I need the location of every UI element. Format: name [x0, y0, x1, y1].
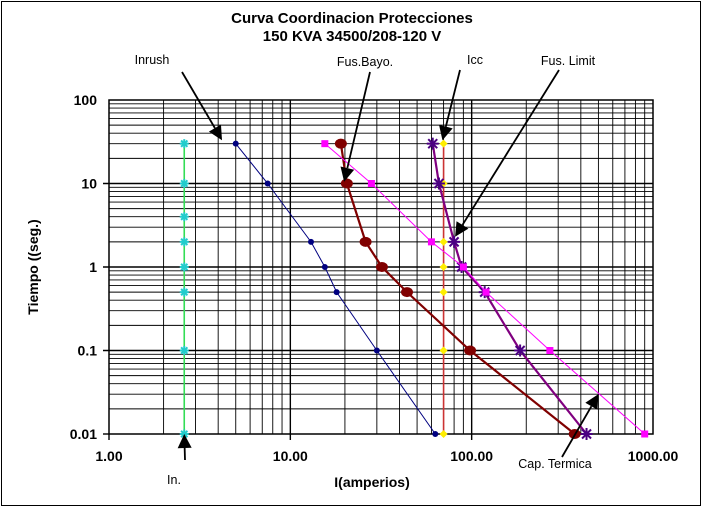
point-fus_limit: [514, 344, 527, 357]
point-icc: [439, 430, 448, 438]
point-inrush: [264, 180, 271, 187]
x-axis-label: I(amperios): [334, 474, 409, 490]
point-fus_limit: [580, 428, 593, 440]
arrow-3: [455, 69, 560, 237]
annotation-cap-termica: Cap. Termica: [518, 457, 591, 471]
arrow-head: [439, 124, 453, 141]
x-tick-label: 100.00: [450, 448, 493, 464]
point-inrush: [333, 289, 340, 296]
arrow-head: [340, 166, 355, 182]
x-tick-label: 1.00: [95, 448, 122, 464]
point-fus_bayo: [340, 178, 353, 189]
y-tick-labels: 100 10 1 0.1 0.01: [70, 92, 97, 442]
arrow-2: [439, 69, 461, 141]
series-group: [179, 137, 649, 440]
y-tick-label: 0.1: [78, 343, 98, 359]
chart-subtitle: 150 KVA 34500/208-120 V: [263, 28, 441, 45]
annotation-icc: Icc: [467, 53, 483, 67]
marker-stroke: [180, 346, 189, 355]
marker-stroke: [180, 139, 189, 148]
point-fus_bayo: [401, 287, 414, 298]
marker-stroke: [180, 179, 189, 188]
marker-stroke: [180, 212, 189, 221]
marker-stroke: [180, 263, 189, 271]
series-inrush: [232, 140, 439, 437]
point-cap_termica: [367, 180, 375, 187]
marker-stroke: [180, 238, 189, 246]
x-tick-label: 1000.00: [628, 448, 679, 464]
annotation-in: In.: [167, 473, 181, 487]
chart-title: Curva Coordinacion Protecciones: [231, 10, 473, 27]
point-fus_bayo: [359, 236, 372, 247]
point-inrush: [432, 431, 439, 437]
point-in: [179, 139, 189, 149]
annotation-fus-bayo: Fus.Bayo.: [337, 55, 393, 69]
arrow-head: [455, 221, 469, 237]
arrow-shaft: [461, 69, 560, 226]
marker-stroke: [448, 236, 460, 248]
point-inrush: [321, 264, 328, 270]
point-fus_limit: [426, 137, 439, 150]
point-fus_bayo: [464, 345, 477, 356]
point-fus_limit: [432, 177, 445, 190]
point-in: [179, 212, 189, 222]
point-inrush: [307, 238, 314, 245]
y-tick-label: 100: [74, 92, 98, 108]
marker-stroke: [514, 345, 526, 356]
arrow-4: [561, 394, 599, 458]
marker-stroke: [427, 138, 438, 149]
series-in: [179, 139, 189, 439]
y-tick-label: 10: [81, 176, 97, 192]
arrow-shaft: [561, 405, 593, 458]
point-cap_termica: [546, 347, 554, 354]
point-fus_bayo: [334, 138, 347, 149]
marker-stroke: [433, 178, 445, 189]
x-tick-label: 10.00: [273, 448, 308, 464]
point-in: [179, 262, 189, 272]
arrow-shaft: [181, 71, 216, 129]
point-in: [179, 237, 189, 247]
point-cap_termica: [321, 140, 329, 148]
arrow-shaft: [444, 69, 461, 127]
point-icc: [439, 237, 448, 246]
point-fus_limit: [448, 235, 461, 248]
series-cap_termica: [321, 140, 649, 438]
y-tick-label: 1: [89, 259, 97, 275]
arrow-head: [177, 434, 192, 449]
y-axis-label: Tiempo ((seg.): [25, 219, 41, 314]
point-cap_termica: [427, 238, 435, 246]
point-icc: [439, 263, 448, 271]
point-in: [179, 287, 189, 297]
point-cap_termica: [641, 430, 649, 438]
point-icc: [439, 139, 448, 148]
point-in: [179, 346, 189, 355]
point-fus_bayo: [375, 262, 388, 272]
annotation-arrows: [177, 69, 599, 461]
marker-stroke: [581, 428, 592, 440]
point-cap_termica: [459, 263, 467, 271]
y-tick-label: 0.01: [70, 426, 97, 442]
series-fus_bayo: [334, 138, 581, 439]
annotation-inrush: Inrush: [135, 53, 170, 67]
arrow-0: [181, 71, 223, 141]
marker-stroke: [180, 288, 189, 296]
point-inrush: [232, 140, 239, 147]
point-in: [179, 179, 189, 188]
x-tick-labels: 1.00 10.00 100.00 1000.00: [95, 448, 678, 464]
point-inrush: [373, 347, 380, 354]
point-icc: [439, 346, 448, 355]
arrow-1: [340, 71, 371, 182]
arrow-head: [208, 124, 223, 141]
point-icc: [439, 288, 448, 297]
arrow-head: [585, 394, 599, 410]
point-cap_termica: [482, 288, 490, 296]
arrow-5: [177, 434, 192, 461]
arrow-shaft: [346, 71, 371, 169]
annotation-fus-limit: Fus. Limit: [541, 54, 596, 68]
